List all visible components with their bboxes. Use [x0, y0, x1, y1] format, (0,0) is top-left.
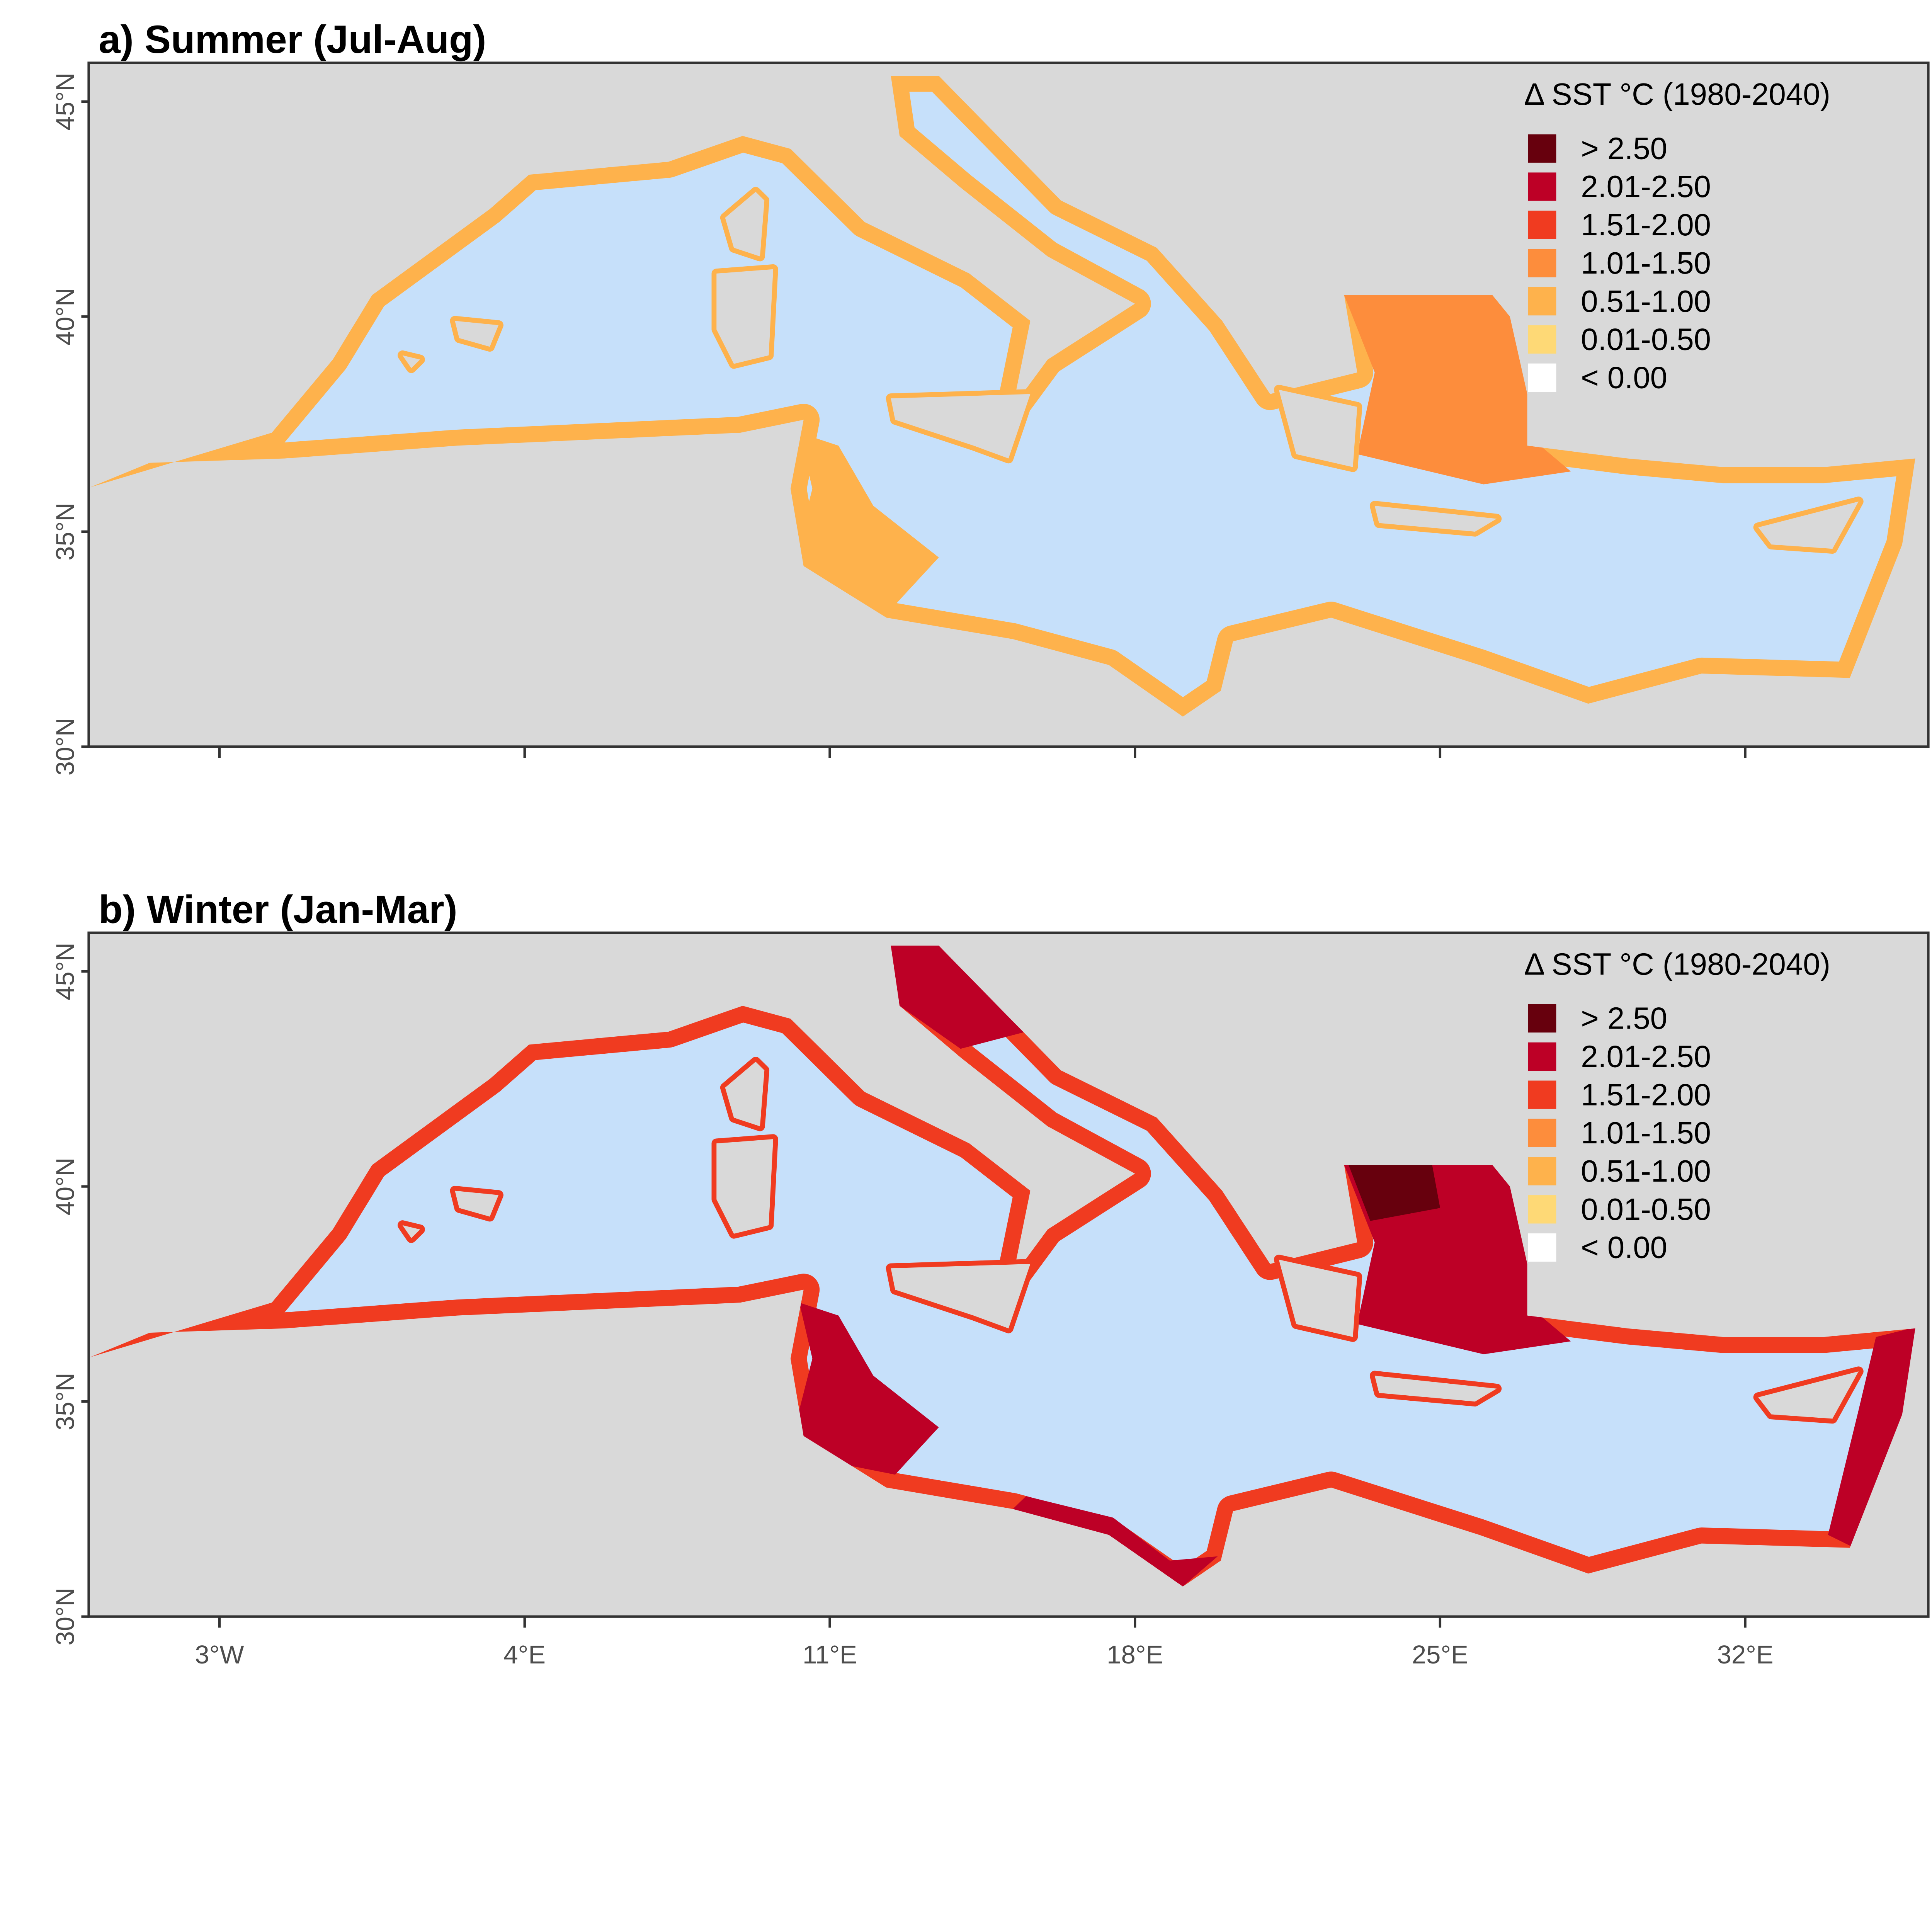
legend-label: 2.01-2.50	[1581, 169, 1711, 204]
legend-swatch	[1528, 211, 1556, 239]
region-libya	[1013, 1496, 1218, 1587]
y-tick-label: 40°N	[51, 1158, 80, 1216]
island-peloponnese	[1279, 1259, 1357, 1337]
legend-label: 1.01-1.50	[1581, 1116, 1711, 1150]
plot-frame	[87, 931, 1930, 1618]
legend-label: 1.51-2.00	[1581, 1077, 1711, 1112]
island-corsica	[725, 1061, 765, 1126]
legend-swatch	[1528, 363, 1556, 392]
panel-winter: b) Winter (Jan-Mar) 30°N 35°N 40°N 45°N 3°W 4°…	[51, 887, 1930, 1669]
legend-swatch	[1528, 1157, 1556, 1185]
island-peloponnese	[1279, 389, 1357, 467]
x-tick-label: 4°E	[503, 1640, 546, 1669]
island-sardinia	[716, 269, 773, 364]
legend-swatch	[1528, 1080, 1556, 1109]
legend-swatch	[1528, 1233, 1556, 1262]
legend-swatch	[1528, 172, 1556, 201]
legend-label: 1.51-2.00	[1581, 207, 1711, 242]
legend-swatch	[1528, 1119, 1556, 1147]
y-tick-label: 30°N	[51, 1588, 80, 1646]
y-tick-label: 30°N	[51, 718, 80, 776]
region-aegean	[1344, 291, 1571, 485]
legend-label: 0.01-0.50	[1581, 1192, 1711, 1226]
legend-label: 2.01-2.50	[1581, 1039, 1711, 1073]
island-sicily	[891, 1264, 1031, 1328]
island-sicily	[891, 394, 1031, 459]
island-cyprus	[1758, 501, 1859, 549]
island-ibiza	[402, 1225, 420, 1238]
legend: Δ SST °C (1980-2040) > 2.502.01-2.50 1.51-…	[1524, 947, 1831, 1264]
x-tick-label: 11°E	[803, 1640, 857, 1669]
y-tick-label: 45°N	[51, 942, 80, 1000]
legend-label: 0.01-0.50	[1581, 322, 1711, 357]
figure: a) Summer (Jul-Aug) 30°N 35°N 40°N 45°N Δ SST…	[51, 17, 1930, 1669]
region-gabes	[795, 1303, 939, 1475]
y-tick-label: 35°N	[51, 1372, 80, 1430]
legend-swatch	[1528, 134, 1556, 163]
legend-label: < 0.00	[1581, 360, 1667, 395]
x-tick-label: 18°E	[1107, 1640, 1163, 1669]
island-crete	[1374, 505, 1497, 532]
island-corsica	[725, 192, 765, 257]
island-ibiza	[402, 355, 420, 368]
panel-summer: a) Summer (Jul-Aug) 30°N 35°N 40°N 45°N Δ SST…	[51, 17, 1930, 776]
island-mallorca	[455, 1190, 499, 1217]
legend-label: > 2.50	[1581, 1001, 1667, 1036]
legend-label: > 2.50	[1581, 131, 1667, 165]
x-tick-label: 25°E	[1412, 1640, 1468, 1669]
y-tick-label: 35°N	[51, 503, 80, 561]
y-tick-label: 40°N	[51, 288, 80, 346]
legend-swatch	[1528, 1042, 1556, 1071]
region-gabes	[795, 432, 939, 605]
legend-label: < 0.00	[1581, 1230, 1667, 1265]
island-sardinia	[716, 1139, 773, 1234]
legend-swatch	[1528, 1195, 1556, 1224]
legend-swatch	[1528, 325, 1556, 354]
panel-title: a) Summer (Jul-Aug)	[99, 17, 486, 61]
y-tick-label: 45°N	[51, 73, 80, 131]
panel-title: b) Winter (Jan-Mar)	[99, 887, 457, 931]
legend-swatch	[1528, 249, 1556, 277]
legend-title: Δ SST °C (1980-2040)	[1524, 947, 1831, 981]
island-cyprus	[1758, 1371, 1859, 1419]
region-levant	[1828, 1324, 1915, 1548]
legend: Δ SST °C (1980-2040) > 2.50 2.01-2.501.51-…	[1524, 77, 1831, 395]
legend-label: 1.01-1.50	[1581, 246, 1711, 280]
legend-swatch	[1528, 1004, 1556, 1033]
region-nthaegean	[1349, 1160, 1440, 1221]
legend-label: 0.51-1.00	[1581, 284, 1711, 318]
legend-swatch	[1528, 287, 1556, 316]
island-crete	[1374, 1376, 1497, 1402]
island-mallorca	[455, 321, 499, 347]
plot-frame	[87, 61, 1930, 748]
region-adriatic	[891, 946, 1026, 1049]
legend-title: Δ SST °C (1980-2040)	[1524, 77, 1831, 111]
x-tick-label: 3°W	[195, 1640, 244, 1669]
x-tick-label: 32°E	[1717, 1640, 1774, 1669]
legend-label: 0.51-1.00	[1581, 1154, 1711, 1188]
